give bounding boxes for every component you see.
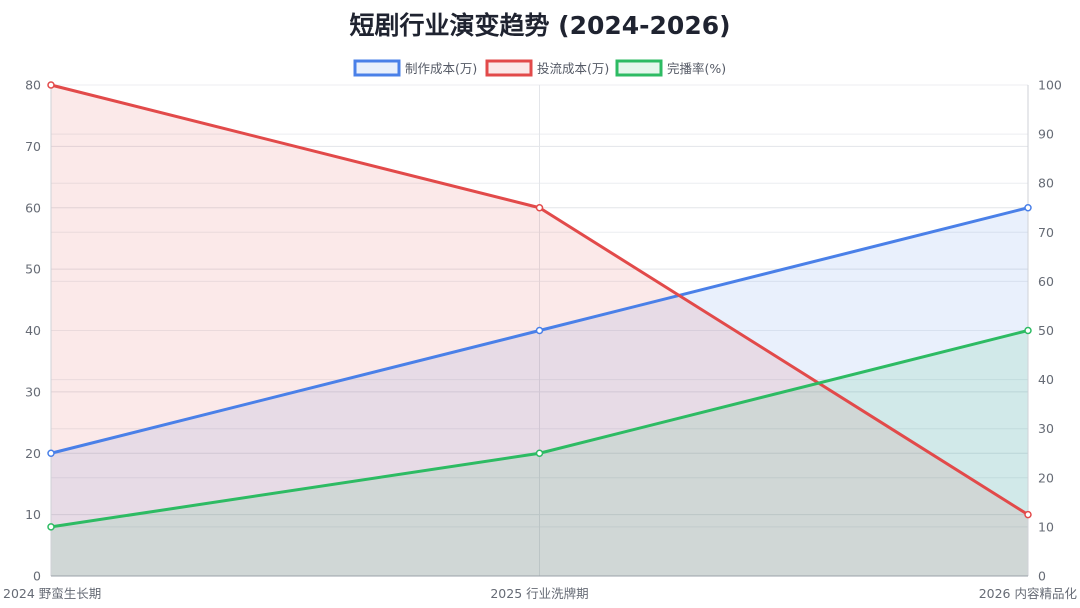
data-point-1-1 [535, 204, 544, 212]
data-points [47, 81, 1032, 531]
legend[interactable]: 制作成本(万) 投流成本(万) 完播率(%) [353, 59, 726, 77]
legend-swatch [485, 59, 533, 77]
chart-title: 短剧行业演变趋势 (2024-2026) [349, 11, 730, 40]
data-point-1-2 [1024, 510, 1032, 519]
y-left-tick-label: 10 [25, 507, 41, 522]
y-left-tick-label: 50 [25, 262, 41, 277]
y-left-tick-label: 30 [25, 384, 41, 399]
legend-swatch [353, 59, 401, 77]
y-right-tick-label: 80 [1038, 176, 1054, 191]
y-left-tick-label: 20 [25, 446, 41, 461]
y-left-tick-label: 40 [25, 323, 41, 338]
legend-item-1[interactable]: 投流成本(万) [485, 59, 609, 77]
legend-label: 制作成本(万) [405, 61, 477, 76]
data-point-2-2 [1024, 326, 1032, 335]
data-point-0-2 [1024, 204, 1032, 212]
x-tick-label: 2024 野蛮生长期 [3, 586, 101, 601]
legend-item-0[interactable]: 制作成本(万) [353, 59, 477, 77]
tick-labels: 0 10 20 30 40 50 60 70 80 0 10 20 30 40 50 60 70 80 90 100 2… [3, 78, 1077, 602]
y-left-tick-label: 80 [25, 78, 41, 93]
y-right-tick-label: 90 [1038, 127, 1054, 142]
x-tick-label: 2025 行业洗牌期 [490, 586, 588, 601]
y-left-tick-label: 0 [33, 569, 41, 584]
data-point-1-0 [47, 81, 55, 89]
y-right-tick-label: 40 [1038, 372, 1054, 387]
legend-item-2[interactable]: 完播率(%) [615, 59, 726, 77]
data-point-2-1 [535, 449, 544, 457]
y-right-tick-label: 30 [1038, 421, 1054, 436]
data-point-0-0 [47, 449, 55, 457]
y-right-tick-label: 100 [1038, 78, 1062, 93]
y-right-tick-label: 50 [1038, 323, 1054, 338]
series-area-0 [51, 207, 1028, 576]
legend-label: 完播率(%) [667, 61, 726, 76]
y-left-tick-label: 70 [25, 139, 41, 154]
y-left-tick-label: 60 [25, 200, 41, 215]
y-right-tick-label: 10 [1038, 519, 1054, 534]
x-tick-label: 2026 内容精品化 [979, 586, 1078, 601]
y-right-tick-label: 0 [1038, 569, 1046, 584]
data-point-0-1 [535, 326, 544, 335]
legend-label: 投流成本(万) [537, 61, 609, 76]
y-right-tick-label: 20 [1038, 470, 1054, 485]
y-right-tick-label: 60 [1038, 274, 1054, 289]
y-right-tick-label: 70 [1038, 225, 1054, 240]
legend-swatch [615, 59, 663, 77]
data-point-2-0 [47, 523, 55, 531]
